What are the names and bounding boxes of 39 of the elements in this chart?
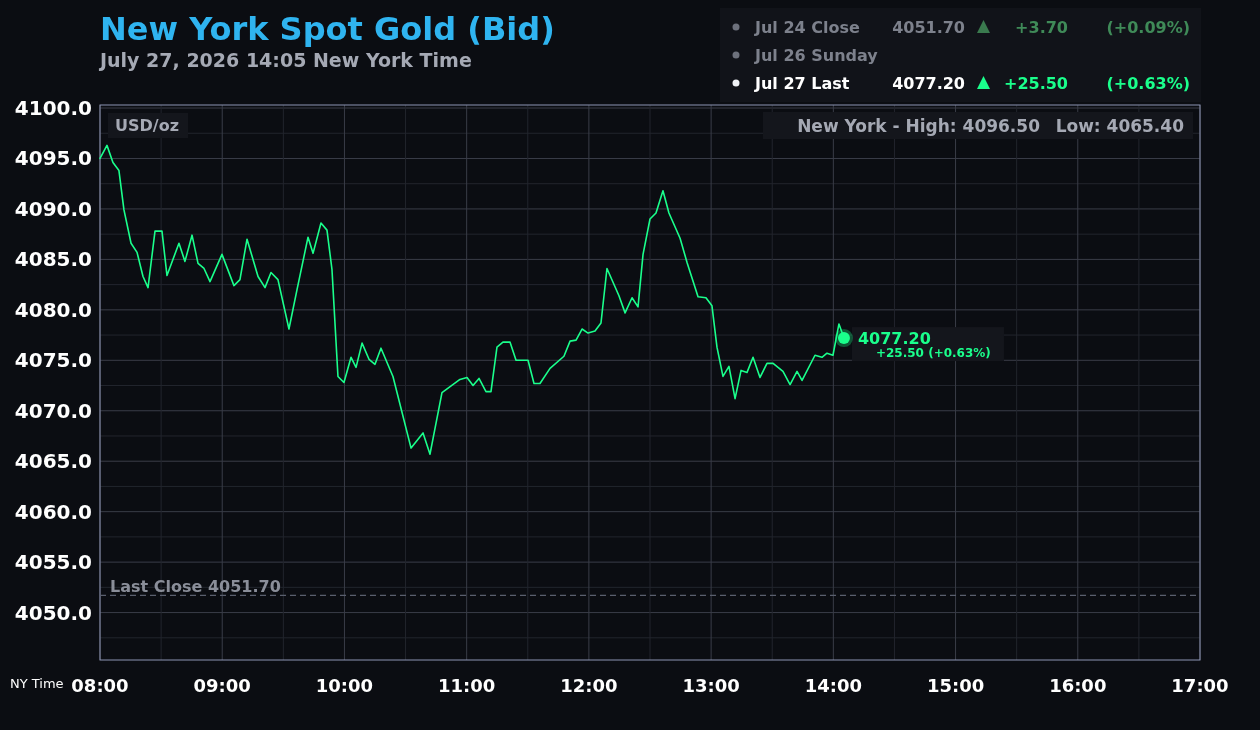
x-tick-label: 17:00 [1171,675,1229,696]
x-tick-label: 11:00 [438,675,496,696]
y-tick-label: 4060.0 [14,499,92,524]
x-axis-title: NY Time [10,676,64,691]
y-tick-label: 4085.0 [14,247,92,272]
y-tick-label: 4055.0 [14,550,92,575]
text: (+0.09%) [1106,18,1190,37]
x-tick-label: 12:00 [560,675,618,696]
y-tick-label: 4065.0 [14,449,92,474]
x-tick-label: 13:00 [682,675,740,696]
text: 4077.20 [892,74,965,93]
y-axis-title: USD/oz [115,116,179,135]
x-tick-label: 16:00 [1049,675,1107,696]
x-tick-label: 14:00 [804,675,862,696]
y-tick-label: 4100.0 [14,96,92,121]
y-tick-label: 4090.0 [14,196,92,221]
chart-title: New York Spot Gold (Bid) [100,10,555,48]
text: +3.70 [1015,18,1068,37]
annotation: New York - High: 4096.50 [797,116,1041,136]
text: (+0.63%) [1106,74,1190,93]
x-tick-label: 10:00 [315,675,374,696]
x-tick-label: 15:00 [926,675,985,696]
annotation: Low: 4065.40 [1055,116,1185,136]
y-tick-label: 4095.0 [14,146,92,171]
y-tick-label: 4070.0 [14,398,92,423]
y-tick-label: 4050.0 [14,600,92,625]
text: +25.50 [1003,74,1068,93]
text: Jul 26 Sunday [754,46,879,65]
text: 4051.70 [892,18,965,37]
y-tick-label: 4075.0 [14,348,92,373]
annotation: +25.50 (+0.63%) [875,346,991,361]
y-tick-label: 4080.0 [14,297,92,322]
ref-line-label: Last Close 4051.70 [110,577,281,597]
x-tick-label: 08:00 [71,675,129,696]
x-tick-label: 09:00 [193,675,251,696]
chart-subtitle: July 27, 2026 14:05 New York Time [98,49,472,71]
text: Jul 27 Last [754,74,850,93]
annotation: 4077.20 [857,329,931,349]
text: Jul 24 Close [754,18,860,37]
